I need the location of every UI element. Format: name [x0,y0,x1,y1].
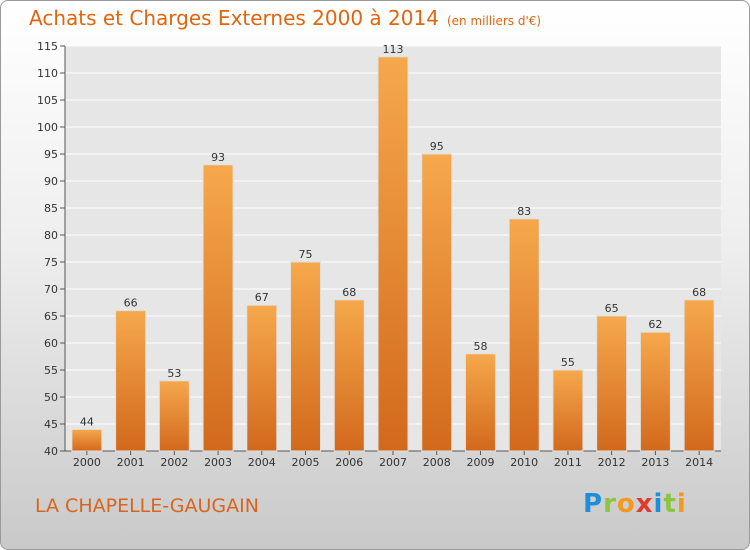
data-label: 66 [124,297,138,310]
data-label: 55 [561,356,575,369]
x-tick-label: 2005 [292,456,320,469]
bar [464,353,496,452]
x-tick-label: 2007 [379,456,407,469]
logo-letter: i [653,489,664,519]
bar [115,310,147,452]
bar [246,304,278,452]
y-tick-label: 90 [44,175,58,188]
proxiti-logo[interactable]: Proxiti [583,489,687,519]
bar [333,299,365,452]
commune-name: LA CHAPELLE-GAUGAIN [35,495,259,517]
bar [683,299,715,452]
data-label: 62 [648,318,662,331]
chart-title: Achats et Charges Externes 2000 à 2014 (e… [29,6,541,30]
data-label: 95 [430,140,444,153]
y-tick-label: 110 [37,67,58,80]
x-tick-label: 2011 [554,456,582,469]
x-tick-label: 2003 [204,456,232,469]
data-label: 68 [342,286,356,299]
bar [71,428,103,452]
x-tick-label: 2006 [335,456,363,469]
x-tick-label: 2012 [598,456,626,469]
y-tick-label: 100 [37,121,58,134]
y-tick-label: 50 [44,391,58,404]
bar [290,261,322,452]
bar [377,56,409,452]
bar [639,331,671,452]
x-tick-label: 2014 [685,456,713,469]
y-tick-label: 70 [44,283,58,296]
title-unit: (en milliers d'€) [446,14,542,28]
data-label: 67 [255,291,269,304]
data-label: 93 [211,151,225,164]
y-tick-label: 85 [44,202,58,215]
y-tick-label: 75 [44,256,58,269]
bar [552,369,584,452]
data-label: 53 [167,367,181,380]
y-tick-label: 45 [44,418,58,431]
bar [596,315,628,452]
x-tick-label: 2000 [73,456,101,469]
bar [421,153,453,452]
data-label: 75 [299,248,313,261]
bar [158,380,190,452]
data-label: 113 [383,43,404,56]
y-tick-label: 65 [44,310,58,323]
x-tick-label: 2002 [160,456,188,469]
x-tick-label: 2008 [423,456,451,469]
x-tick-label: 2004 [248,456,276,469]
y-tick-label: 60 [44,337,58,350]
x-tick-label: 2009 [466,456,494,469]
logo-letter: r [603,489,617,519]
logo-letter: o [616,489,636,519]
data-label: 44 [80,415,94,428]
x-tick-label: 2010 [510,456,538,469]
y-tick-label: 95 [44,148,58,161]
logo-letter: t [663,489,677,519]
bar [508,218,540,452]
y-tick-label: 40 [44,445,58,458]
x-tick-label: 2013 [641,456,669,469]
logo-letter: P [583,489,604,519]
data-label: 58 [473,340,487,353]
y-tick-label: 115 [37,40,58,53]
logo-letter: i [676,489,687,519]
y-tick-label: 55 [44,364,58,377]
data-label: 68 [692,286,706,299]
logo-letter: x [635,489,654,519]
y-tick-label: 105 [37,94,58,107]
x-tick-label: 2001 [117,456,145,469]
y-tick-label: 80 [44,229,58,242]
data-label: 83 [517,205,531,218]
data-label: 65 [605,302,619,315]
title-text: Achats et Charges Externes 2000 à 2014 [29,6,439,30]
bar [202,164,234,452]
